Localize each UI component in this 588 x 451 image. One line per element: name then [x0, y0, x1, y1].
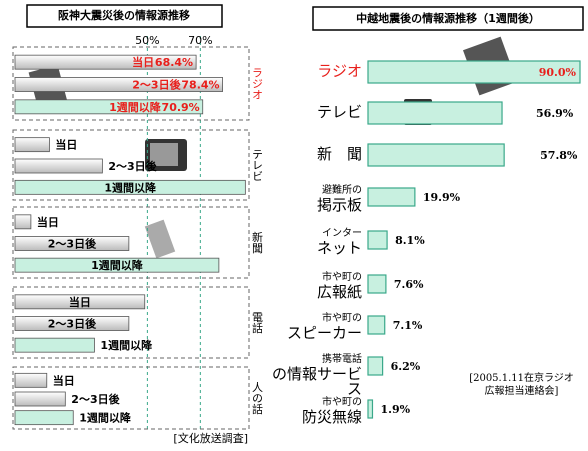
category-label: 2〜3日後	[108, 159, 157, 173]
bar	[14, 158, 103, 174]
value-label: 57.8%	[540, 149, 578, 162]
category-label: 2〜3日後	[71, 392, 120, 406]
category-label: 市や町の 防災無線	[301, 397, 362, 426]
category-label: テレビ	[316, 103, 362, 121]
category-label: 新 聞	[316, 145, 362, 163]
bar	[367, 101, 503, 125]
group-frame	[12, 129, 250, 201]
group-label: ラジオ	[251, 67, 264, 100]
source: [文化放送調査]	[173, 431, 248, 445]
bar	[14, 391, 66, 407]
icon-paper	[144, 219, 176, 259]
title-box	[312, 6, 584, 31]
category-label: 2〜3日後	[132, 78, 181, 92]
category-label: インター ネット	[316, 228, 362, 257]
bar	[367, 274, 387, 294]
bar	[14, 236, 130, 251]
category-label: 1週間以降	[104, 180, 157, 194]
bar	[14, 316, 130, 331]
group-label: 電話	[251, 311, 264, 334]
group-label: 新聞	[251, 230, 264, 254]
category-label: 避難所の 掲示板	[316, 185, 362, 214]
bar	[367, 143, 505, 167]
bar	[367, 356, 384, 376]
value-label: 70.9%	[162, 101, 200, 114]
value-label: 7.6%	[394, 278, 424, 291]
value-label: 68.4%	[155, 56, 193, 69]
value-label: 6.2%	[391, 360, 421, 373]
value-label: 19.9%	[423, 191, 461, 204]
bar	[367, 60, 581, 84]
category-label: 当日	[53, 373, 75, 387]
bar	[14, 337, 95, 353]
value-label: 7.1%	[393, 319, 423, 332]
category-label: 当日	[69, 295, 91, 309]
bar	[367, 187, 416, 207]
value-label: 1.9%	[380, 403, 410, 416]
category-label: ラジオ	[317, 62, 362, 80]
category-label: 1週間以降	[79, 411, 132, 425]
x-tick-label: 70%	[188, 34, 212, 47]
value-label: 78.4%	[181, 79, 219, 92]
bar	[14, 137, 50, 153]
bar	[367, 230, 388, 250]
group-frame	[12, 366, 250, 430]
category-label: 当日	[55, 138, 77, 152]
value-label: 56.9%	[536, 107, 574, 120]
group-label: テレビ	[251, 149, 264, 182]
category-label: 1週間以降	[91, 258, 144, 272]
x-tick-label: 50%	[135, 34, 159, 47]
bar	[14, 179, 246, 195]
category-label: 市や町の スピーカー	[286, 313, 362, 342]
bar	[14, 294, 146, 310]
bar	[14, 77, 223, 92]
bar	[14, 214, 32, 230]
category-label: 当日	[37, 215, 59, 229]
value-label: 8.1%	[395, 234, 425, 247]
bar	[367, 315, 386, 335]
category-label: 当日	[132, 55, 154, 69]
chart-title: 中越地震後の情報源推移（1週間後）	[356, 11, 540, 25]
chart-title: 阪神大震災後の情報源推移	[58, 8, 190, 22]
category-label: 市や町の 広報紙	[316, 272, 362, 301]
bar	[14, 257, 220, 273]
bar	[14, 410, 74, 426]
bar	[14, 99, 204, 115]
category-label: 携帯電話 の情報サービス	[272, 354, 363, 398]
bar	[14, 54, 197, 70]
category-label: 2〜3日後	[48, 237, 97, 251]
note: [2005.1.11在京ラジオ 広報担当連絡会]	[469, 373, 574, 397]
bar	[367, 399, 374, 419]
category-label: 2〜3日後	[48, 317, 97, 331]
group-label: 人の話	[251, 381, 264, 415]
title-box	[26, 4, 223, 28]
category-label: 1週間以降	[109, 100, 162, 114]
bar	[14, 372, 48, 388]
group-frame	[12, 46, 250, 121]
value-label: 90.0%	[539, 66, 577, 79]
icon-tv	[145, 139, 187, 171]
category-label: 1週間以降	[100, 338, 153, 352]
